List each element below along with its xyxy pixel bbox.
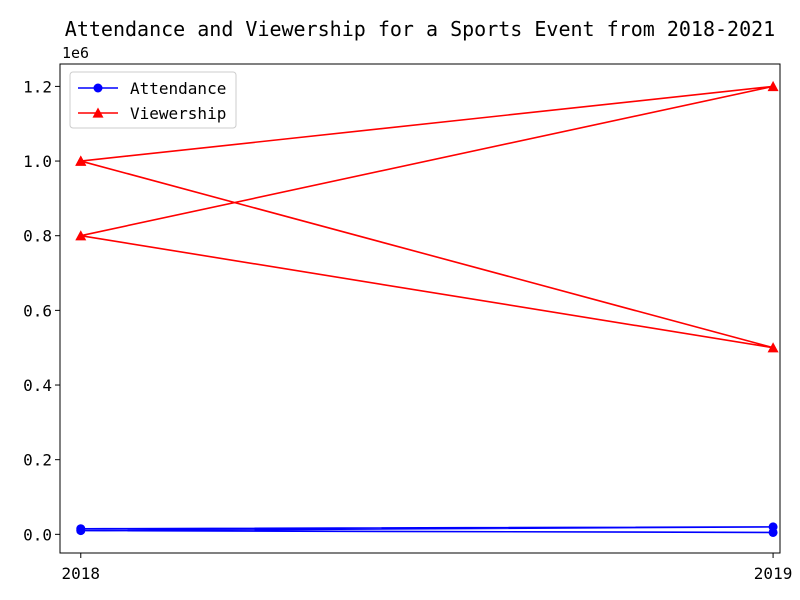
legend-box (69, 71, 237, 129)
viewership-point (767, 80, 779, 92)
legend-label-attendance: Attendance (130, 79, 226, 98)
viewership-point (767, 342, 779, 353)
legend-label-viewership: Viewership (130, 104, 226, 123)
attendance-line (80, 526, 774, 534)
viewership-point (75, 230, 87, 241)
x-tick-label: 2019 (754, 564, 793, 583)
y-tick-label: 0.6 (23, 301, 52, 320)
y-tick-label: 0.4 (23, 376, 52, 395)
legend: Attendance Viewership (69, 71, 237, 129)
chart-title: Attendance and Viewership for a Sports E… (65, 17, 775, 41)
series-layer (75, 80, 779, 537)
y-tick-label: 1.2 (23, 77, 52, 96)
y-tick-label: 0.8 (23, 227, 52, 246)
plot-area (59, 63, 781, 554)
x-tick-label: 2018 (62, 564, 101, 583)
viewership-point (75, 155, 87, 166)
attendance-point (76, 526, 86, 536)
y-axis-offset-label: 1e6 (62, 44, 89, 62)
legend-marker-attendance (93, 83, 103, 93)
x-axis: 2018 2019 (62, 553, 793, 583)
y-tick-label: 0.0 (23, 525, 52, 544)
attendance-point (768, 527, 778, 537)
y-tick-label: 1.0 (23, 152, 52, 171)
legend-marker-viewership (92, 107, 104, 118)
y-tick-label: 0.2 (23, 451, 52, 470)
y-axis: 0.0 0.2 0.4 0.6 0.8 1.0 1.2 (23, 77, 60, 544)
